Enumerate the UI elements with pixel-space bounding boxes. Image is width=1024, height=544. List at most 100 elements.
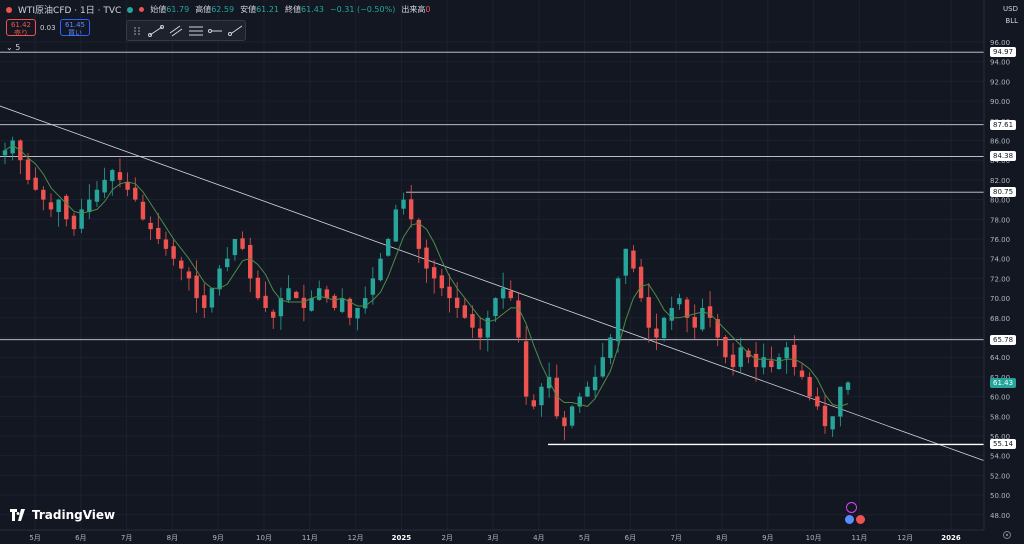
moving-average-line [4, 144, 849, 407]
lightning-event-icon[interactable] [846, 502, 857, 513]
price-level-badge: 65.78 [990, 334, 1017, 345]
price-level-badge: 80.75 [990, 187, 1017, 198]
us-flag-event-icon[interactable] [845, 515, 854, 524]
candle-body [638, 266, 644, 299]
symbol-title[interactable]: WTI原油CFD · 1日 · TVC [18, 6, 122, 16]
candle-body [148, 222, 153, 230]
drawing-toolbar [126, 20, 246, 41]
price-tick-label: 70.00 [990, 295, 1010, 303]
candle-body [830, 416, 835, 430]
candle-body [294, 291, 299, 299]
fib-icon[interactable] [188, 25, 204, 37]
candle-body [171, 246, 176, 259]
price-tick-label: 64.00 [990, 354, 1010, 362]
time-axis-labels: 5月 6月 7月 8月 9月 10月 11月 12月 2025 2月 3月 4月 5月 6月 7月 8月 9月 1… [29, 534, 961, 542]
chart-grid [0, 0, 984, 530]
candle-body [209, 288, 215, 308]
trend-line-icon[interactable] [148, 24, 165, 37]
price-tick-label: 56.00 [990, 433, 1010, 441]
drag-handle-icon[interactable] [129, 25, 145, 37]
candle-body [493, 298, 498, 317]
candle-body [125, 181, 130, 190]
candle-body [94, 189, 100, 202]
candle-body [585, 386, 590, 397]
price-tick-label: 68.00 [990, 315, 1010, 323]
buy-price: 61.45 [64, 21, 86, 29]
unit-label: BLL [1005, 17, 1018, 25]
price-tick-label: 76.00 [990, 236, 1010, 244]
candle-body [531, 400, 536, 407]
candle-body [577, 396, 582, 407]
candle-body [240, 238, 245, 249]
currency-selector[interactable]: USD BLL [1003, 3, 1018, 27]
candle-body [516, 300, 521, 338]
candle-body [485, 317, 491, 338]
time-tick-label: 2月 [441, 534, 452, 542]
time-tick-label: 5月 [29, 534, 40, 542]
economic-event-icon[interactable] [856, 515, 865, 524]
time-tick-label: 11月 [851, 534, 867, 542]
time-tick-label: 10月 [806, 534, 822, 542]
time-tick-label: 2025 [392, 534, 412, 542]
price-tick-label: 86.00 [990, 138, 1010, 146]
time-tick-label: 9月 [212, 534, 223, 542]
candle-body [10, 140, 15, 154]
current-price-badge: 61.43 [990, 377, 1017, 388]
candle-body [684, 299, 690, 318]
candle-body [654, 328, 659, 338]
candle-body [600, 357, 605, 377]
candle-body [477, 328, 483, 338]
candle-body [454, 297, 460, 308]
candle-body [317, 288, 322, 300]
buy-button[interactable]: 61.45 買い [60, 19, 90, 37]
candle-body [278, 298, 284, 317]
candle-body [225, 258, 230, 268]
price-level-badge: 55.14 [990, 439, 1017, 450]
candle-body [232, 239, 238, 256]
tradingview-logo: TradingView [10, 508, 115, 522]
candle-body [117, 172, 123, 180]
alert-dot-icon [139, 7, 145, 12]
trend-line [0, 105, 985, 462]
candle-body [700, 307, 705, 330]
candle-body [416, 219, 422, 249]
candle-body [140, 201, 146, 220]
volume-value: 0 [425, 5, 431, 14]
candle-body [807, 377, 812, 397]
time-tick-label: 10月 [256, 534, 272, 542]
high-label: 高値 [195, 5, 212, 14]
candle-body [102, 179, 107, 193]
candle-body [523, 341, 529, 397]
indicator-toggle[interactable]: ⌄ 5 [6, 43, 21, 52]
candle-body [401, 199, 406, 209]
horizontal-ray-icon[interactable] [207, 25, 223, 37]
time-tick-label: 12月 [348, 534, 364, 542]
candle-body [431, 267, 437, 279]
candle-body [723, 336, 728, 358]
time-tick-label: 11月 [302, 534, 318, 542]
parallel-channel-icon[interactable] [168, 25, 184, 37]
ray-icon[interactable] [227, 25, 243, 37]
low-label: 安値 [240, 5, 257, 14]
candlestick-series [2, 136, 851, 441]
open-value: 61.79 [166, 5, 190, 14]
candle-body [677, 298, 682, 305]
price-tick-label: 48.00 [990, 512, 1010, 520]
candle-body [592, 376, 598, 391]
price-level-badge: 94.97 [990, 47, 1017, 58]
candle-body [133, 187, 138, 200]
candle-body [48, 202, 54, 210]
candle-body [25, 159, 31, 180]
sell-button[interactable]: 61.42 売り [6, 19, 36, 37]
candle-body [546, 376, 552, 389]
symbol-header: WTI原油CFD · 1日 · TVC 始値61.79 高値62.59 安値61… [6, 3, 430, 16]
price-tick-label: 54.00 [990, 453, 1010, 461]
time-tick-label: 9月 [762, 534, 773, 542]
candle-body [33, 177, 38, 190]
price-tick-label: 96.00 [990, 39, 1010, 47]
gear-icon[interactable] [1002, 530, 1012, 540]
candle-body [385, 239, 391, 256]
open-label: 始値 [150, 5, 167, 14]
candle-body [784, 347, 789, 359]
